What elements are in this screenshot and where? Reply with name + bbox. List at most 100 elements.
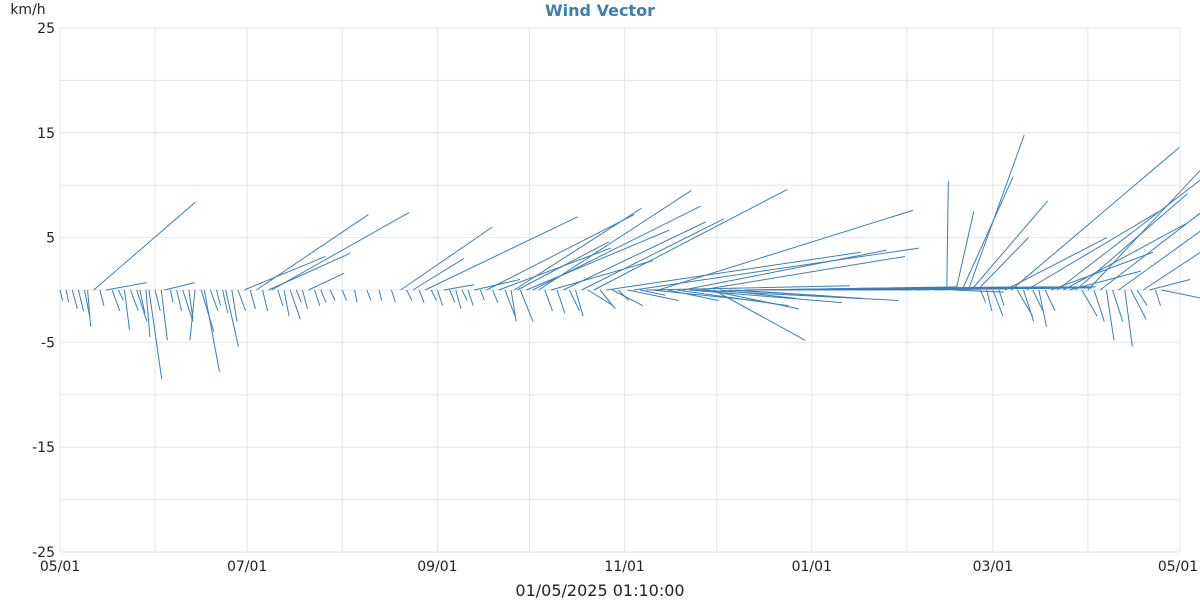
wind-vector (992, 289, 1004, 317)
wind-vector (461, 289, 468, 301)
wind-vector (1081, 289, 1098, 317)
wind-vector (1050, 251, 1154, 291)
wind-vector (1105, 289, 1115, 341)
wind-vector (719, 289, 797, 299)
wind-vector (587, 289, 614, 307)
wind-vector (182, 289, 194, 322)
wind-vector (443, 284, 475, 291)
wind-vector (986, 289, 993, 312)
wind-vector (1130, 289, 1147, 320)
wind-vector (136, 289, 148, 322)
wind-vector (1093, 289, 1105, 322)
wind-vector (412, 258, 465, 291)
wind-vector (117, 289, 124, 301)
wind-vector (544, 289, 553, 312)
wind-vector (961, 176, 1014, 291)
wind-vector (1087, 169, 1200, 291)
wind-vector (568, 289, 581, 312)
wind-vector (998, 289, 1005, 306)
wind-vector (646, 285, 850, 291)
wind-vector (176, 289, 183, 312)
y-tick-label: -5 (41, 335, 55, 351)
x-tick-label: 07/01 (227, 559, 267, 575)
wind-vector (216, 289, 222, 306)
wind-vector (952, 289, 1004, 293)
wind-vector (320, 289, 327, 303)
wind-vector (1063, 223, 1186, 291)
wind-vector (618, 289, 630, 301)
wind-vector (449, 289, 456, 303)
wind-vector (504, 289, 516, 317)
wind-vector (1136, 289, 1148, 306)
wind-vector (1075, 193, 1188, 291)
wind-vector (556, 289, 566, 314)
wind-vector (249, 289, 256, 309)
wind-vector (354, 289, 358, 303)
wind-vector (225, 289, 239, 347)
wind-vector (1038, 289, 1047, 327)
wind-vector (550, 260, 653, 291)
y-tick-label: 25 (37, 21, 55, 37)
wind-vector (701, 255, 906, 291)
wind-vector (145, 289, 151, 338)
wind-vector (189, 289, 196, 341)
y-tick-label: 15 (37, 126, 55, 142)
wind-vector (160, 289, 168, 341)
wind-vector (639, 289, 666, 296)
wind-vector (87, 289, 92, 327)
y-tick-label: 5 (46, 231, 55, 247)
wind-vector (243, 256, 326, 291)
wind-vector (1032, 289, 1044, 312)
wind-vector (627, 289, 679, 301)
wind-vector (1118, 230, 1200, 291)
wind-vector (599, 289, 616, 310)
wind-vector (1069, 270, 1141, 291)
wind-vector (934, 287, 1037, 291)
x-tick-label: 05/01 (1158, 559, 1198, 575)
wind-vector (430, 289, 437, 301)
wind-vector (1154, 289, 1162, 306)
wind-vector (418, 289, 425, 303)
wind-vector (526, 229, 670, 291)
wind-vector (289, 289, 301, 320)
wind-vector (262, 289, 269, 312)
wind-vector (237, 289, 247, 312)
wind-vector (735, 289, 863, 299)
wind-vector (65, 289, 70, 303)
wind-vector (967, 134, 1025, 291)
wind-vector (455, 289, 462, 309)
wind-vector (563, 221, 706, 291)
x-axis-label: 01/05/2025 01:10:00 (515, 581, 684, 600)
wind-vector (271, 212, 410, 291)
y-axis-unit: km/h (10, 2, 45, 18)
x-tick-label: 05/01 (40, 559, 80, 575)
wind-vector (519, 289, 534, 322)
wind-vector (1010, 147, 1180, 291)
wind-vector (366, 289, 372, 301)
wind-vector (390, 289, 396, 303)
wind-vector (980, 289, 987, 303)
wind-vector (1112, 289, 1124, 322)
wind-vector (581, 218, 725, 291)
wind-vector (301, 289, 308, 309)
chart-title: Wind Vector (545, 1, 655, 20)
wind-vector (329, 289, 336, 301)
x-tick-label: 03/01 (973, 559, 1013, 575)
vector-series (59, 134, 1200, 380)
wind-vector (955, 211, 975, 291)
wind-vector (164, 282, 195, 291)
wind-vector (222, 289, 229, 314)
wind-vector (148, 289, 163, 380)
wind-vector (295, 289, 302, 303)
wind-vector (970, 200, 1049, 291)
wind-vector (308, 272, 345, 291)
wind-vector (516, 241, 610, 291)
wind-vector (1149, 279, 1191, 291)
wind-vector (1026, 210, 1160, 291)
wind-vector (538, 190, 692, 291)
wind-vector (59, 289, 64, 301)
wind-vector (479, 289, 485, 301)
wind-vector (406, 289, 413, 301)
wind-vector (123, 289, 131, 330)
